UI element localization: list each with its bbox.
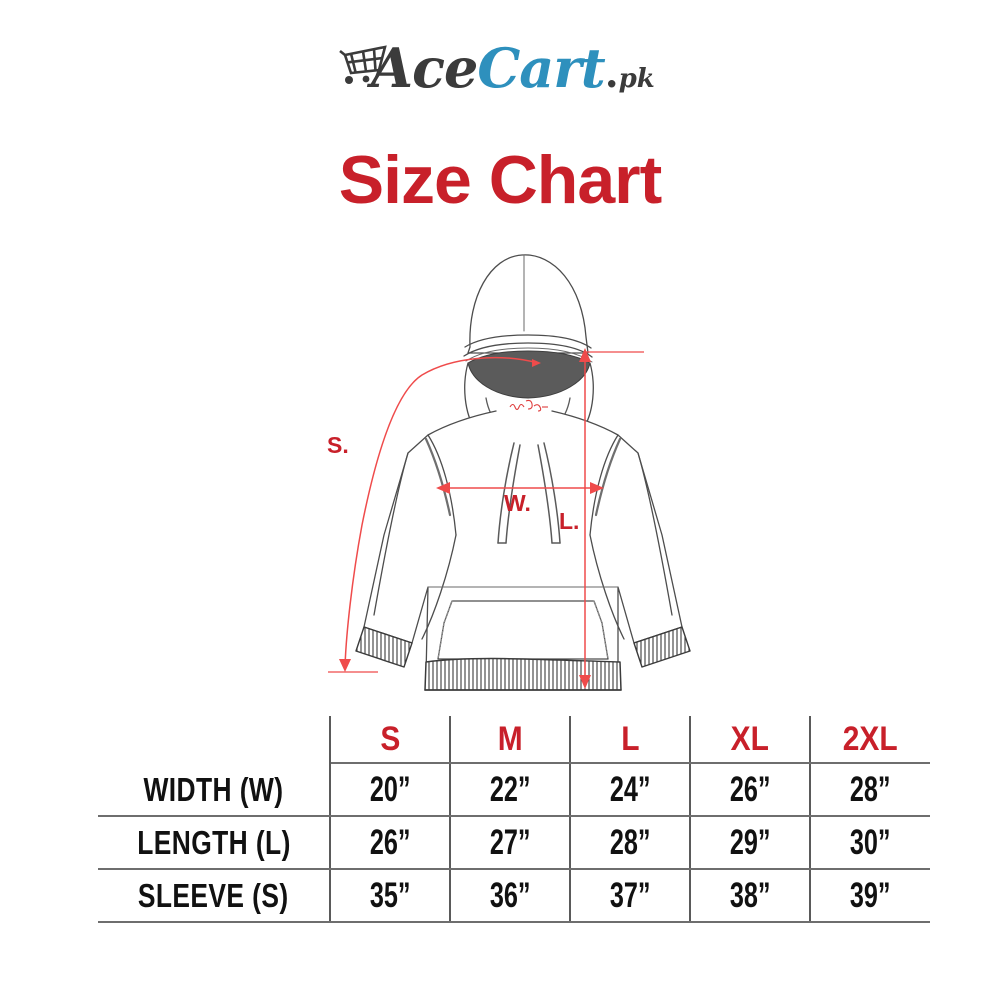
column-header-xl: XL — [690, 716, 811, 764]
cell-sleeve-l-text: 37” — [609, 876, 651, 915]
cell-length-m-text: 27” — [489, 823, 531, 862]
column-header-m: M — [450, 716, 571, 764]
cell-length-xl-text: 29” — [729, 823, 771, 862]
cell-width-m-text: 22” — [489, 770, 531, 809]
cell-sleeve-xl-text: 38” — [729, 876, 771, 915]
cell-sleeve-m-text: 36” — [489, 876, 531, 915]
brand-word-ace: Ace — [371, 36, 478, 100]
cell-sleeve-m: 36” — [450, 869, 571, 923]
cell-sleeve-2xl: 39” — [810, 869, 930, 923]
length-measure-label: L. — [559, 508, 579, 534]
shopping-cart-icon — [339, 45, 387, 87]
row-label-length-text: LENGTH (L) — [136, 824, 291, 861]
cell-sleeve-s: 35” — [330, 869, 451, 923]
cell-length-s-text: 26” — [369, 823, 411, 862]
cell-length-s: 26” — [330, 816, 451, 870]
cell-width-m: 22” — [450, 763, 571, 817]
cell-width-l: 24” — [570, 763, 691, 817]
cell-length-2xl: 30” — [810, 816, 930, 870]
column-header-l: L — [570, 716, 691, 764]
cell-width-s-text: 20” — [369, 770, 411, 809]
width-measure-label: W. — [504, 490, 531, 516]
column-header-xl-text: XL — [730, 720, 770, 758]
table-header-row: S M L XL 2XL — [98, 716, 930, 764]
cell-sleeve-2xl-text: 39” — [850, 876, 891, 915]
column-header-l-text: L — [620, 720, 640, 758]
sleeve-measure-label: S. — [327, 432, 349, 458]
cell-length-m: 27” — [450, 816, 571, 870]
cell-length-2xl-text: 30” — [850, 823, 891, 862]
row-label-sleeve-text: SLEEVE (S) — [138, 877, 289, 914]
row-label-length: LENGTH (L) — [98, 816, 331, 870]
cell-length-l-text: 28” — [609, 823, 651, 862]
brand-tld: pk — [618, 64, 655, 94]
row-label-sleeve: SLEEVE (S) — [98, 869, 331, 923]
cell-width-xl-text: 26” — [729, 770, 771, 809]
table-row: SLEEVE (S) 35” 36” 37” 38” 39” — [98, 869, 930, 923]
cell-width-s: 20” — [330, 763, 451, 817]
row-label-width: WIDTH (W) — [98, 763, 331, 817]
neck-brand-mark — [509, 399, 548, 412]
size-chart-table: S M L XL 2XL WIDTH (W) 20” 22” 24” 26” 2… — [98, 716, 930, 923]
cell-width-l-text: 24” — [609, 770, 651, 809]
row-label-width-text: WIDTH (W) — [143, 770, 284, 808]
column-header-2xl-text: 2XL — [843, 720, 898, 758]
cell-width-xl: 26” — [690, 763, 811, 817]
cell-length-l: 28” — [570, 816, 691, 870]
brand-word-cart: Cart — [477, 36, 605, 100]
cell-length-xl: 29” — [690, 816, 811, 870]
table-row: LENGTH (L) 26” 27” 28” 29” 30” — [98, 816, 930, 870]
table-row: WIDTH (W) 20” 22” 24” 26” 28” — [98, 763, 930, 817]
page-title: Size Chart — [338, 142, 663, 218]
cell-sleeve-xl: 38” — [690, 869, 811, 923]
brand-dot: . — [604, 50, 619, 97]
brand-logo-inner: Ace Cart . pk — [339, 36, 655, 118]
cell-width-2xl-text: 28” — [850, 770, 891, 809]
hoodie-illustration: S. W. L. — [300, 235, 720, 705]
column-header-2xl: 2XL — [810, 716, 930, 764]
column-header-m-text: M — [497, 720, 523, 758]
cell-sleeve-l: 37” — [570, 869, 691, 923]
column-header-s-text: S — [380, 720, 400, 758]
cell-sleeve-s-text: 35” — [369, 876, 411, 915]
table-corner-cell — [98, 716, 331, 763]
cell-width-2xl: 28” — [810, 763, 930, 817]
brand-logo: Ace Cart . pk — [0, 38, 1000, 118]
column-header-s: S — [330, 716, 451, 764]
